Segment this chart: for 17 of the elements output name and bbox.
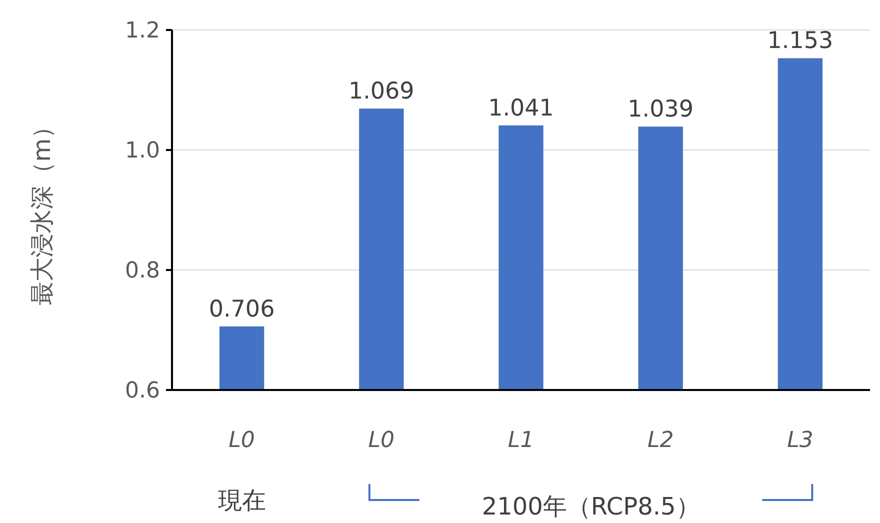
data-label: 1.039 (628, 96, 694, 123)
x-tick-label: L1 (508, 428, 534, 453)
y-tick-label: 1.0 (125, 138, 160, 164)
x-tick-label: L3 (787, 428, 814, 453)
data-label: 1.069 (348, 78, 414, 105)
text: 2100年（RCP8.5） (482, 492, 700, 520)
x-tick-label: L0 (368, 428, 395, 453)
y-tick-label: 1.2 (125, 18, 160, 44)
data-label: 1.041 (488, 95, 554, 122)
y-tick-label: 0.6 (125, 378, 160, 404)
text: 現在 (218, 486, 266, 514)
y-axis-title: 最大浸水深（m） (28, 114, 56, 306)
x-tick-label: L2 (647, 428, 674, 453)
data-label: 0.706 (208, 296, 275, 322)
data-label: 1.153 (767, 28, 834, 54)
y-tick-label: 0.8 (125, 258, 160, 284)
x-tick-label: L0 (228, 428, 255, 453)
